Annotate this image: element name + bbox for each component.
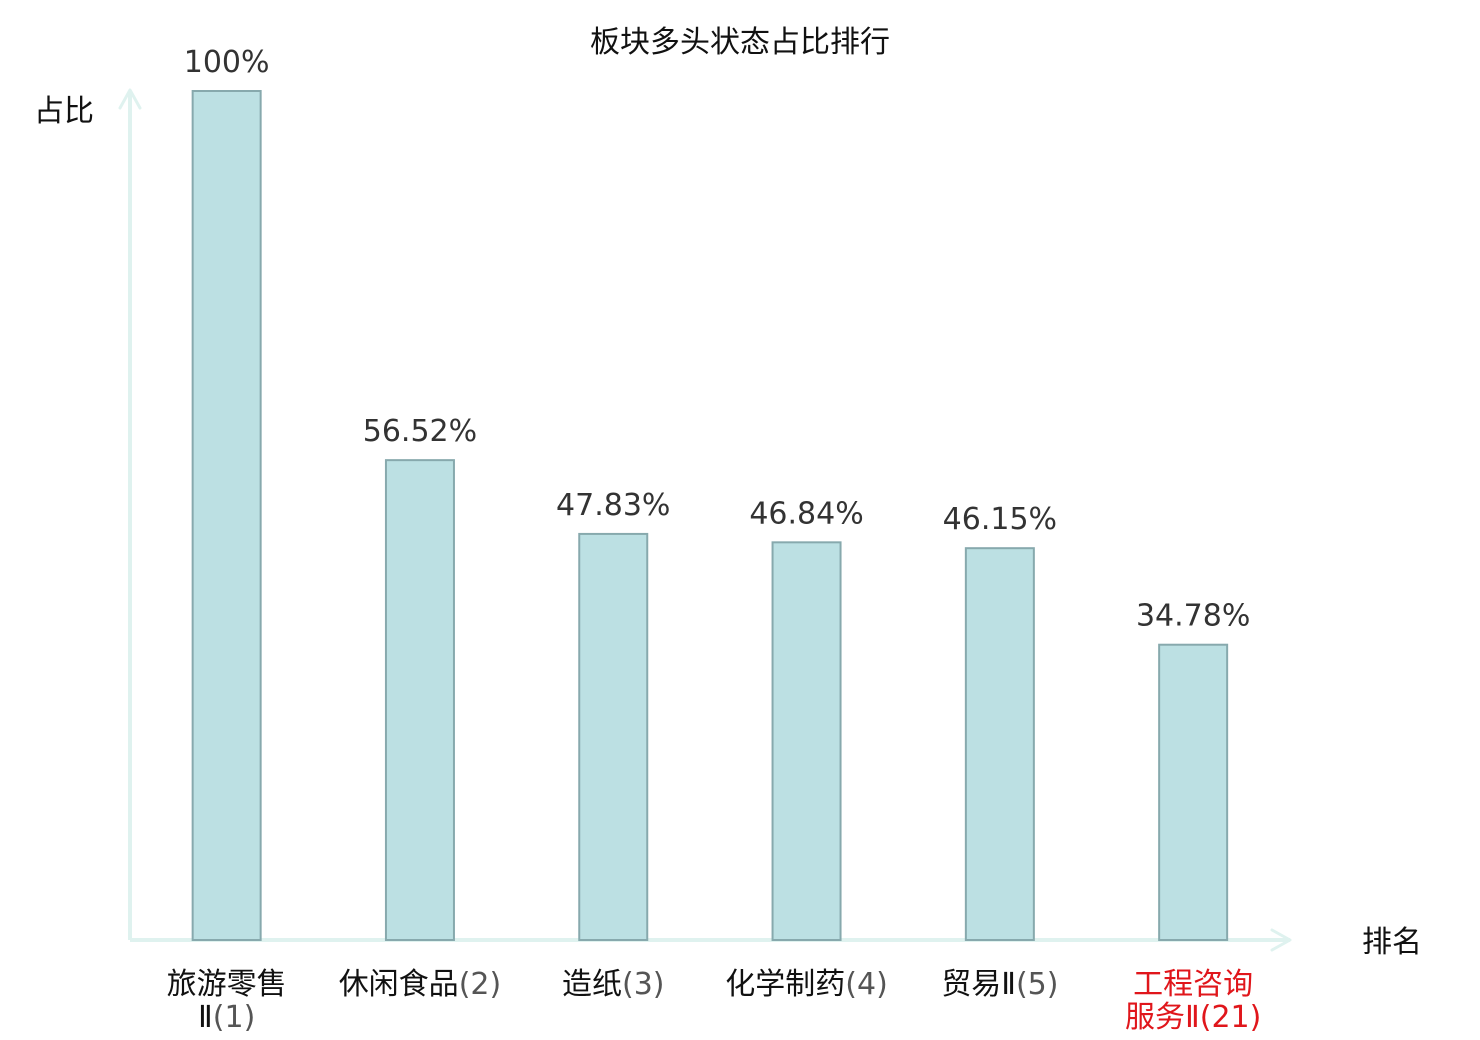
x-tick-label: 服务Ⅱ(21) xyxy=(1125,1000,1261,1035)
x-tick-label: 化学制药(4) xyxy=(725,967,888,1002)
bar-value-label: 46.15% xyxy=(943,502,1057,537)
x-tick-label-name: 服务Ⅱ xyxy=(1125,1000,1200,1035)
chart-axes xyxy=(118,88,1292,952)
x-tick-label-name: 化学制药 xyxy=(725,967,845,1002)
x-tick-label-rank: (5) xyxy=(1016,967,1059,1002)
chart-title: 板块多头状态占比排行 xyxy=(590,25,890,60)
y-axis-arrow xyxy=(118,88,142,110)
bar-value-label: 100% xyxy=(184,45,270,80)
bar xyxy=(1158,643,1229,941)
x-tick-label: 工程咨询 xyxy=(1133,967,1253,1002)
y-axis-title: 占比 xyxy=(34,94,94,129)
x-axis-title: 排名 xyxy=(1362,925,1422,960)
bar-value-label: 46.84% xyxy=(749,496,863,531)
bar xyxy=(191,90,262,941)
bar-value-label: 34.78% xyxy=(1136,599,1250,634)
x-tick-label-name: 贸易Ⅱ xyxy=(941,967,1016,1002)
x-tick-label-name: 旅游零售 xyxy=(167,967,287,1002)
x-tick-label-rank: (2) xyxy=(459,967,502,1002)
x-tick-label: 造纸(3) xyxy=(562,967,665,1002)
x-tick-label-rank: (4) xyxy=(845,967,888,1002)
x-tick-label-rank: (3) xyxy=(622,967,665,1002)
x-tick-label-name: 造纸 xyxy=(562,967,622,1002)
x-tick-label-rank: (21) xyxy=(1200,1000,1262,1035)
x-tick-label-name: Ⅱ xyxy=(198,1000,213,1035)
x-tick-label: 休闲食品(2) xyxy=(339,967,502,1002)
bar xyxy=(578,532,649,941)
bar xyxy=(384,459,455,941)
bar-value-label: 47.83% xyxy=(556,488,670,523)
bar-value-label: 56.52% xyxy=(363,414,477,449)
x-tick-label: 贸易Ⅱ(5) xyxy=(941,967,1058,1002)
x-tick-label: 旅游零售 xyxy=(167,967,287,1002)
x-tick-label-name: 工程咨询 xyxy=(1133,967,1253,1002)
x-tick-label-rank: (1) xyxy=(213,1000,256,1035)
x-tick-label-name: 休闲食品 xyxy=(339,967,459,1002)
bar xyxy=(771,541,842,942)
bar xyxy=(964,547,1035,942)
x-axis-arrow xyxy=(1270,928,1292,952)
value-labels-group: 100% 56.52% 47.83% 46.84% 46.15% 34.78% xyxy=(184,45,1251,634)
x-tick-label: Ⅱ(1) xyxy=(198,1000,255,1035)
bars-group xyxy=(191,90,1229,942)
